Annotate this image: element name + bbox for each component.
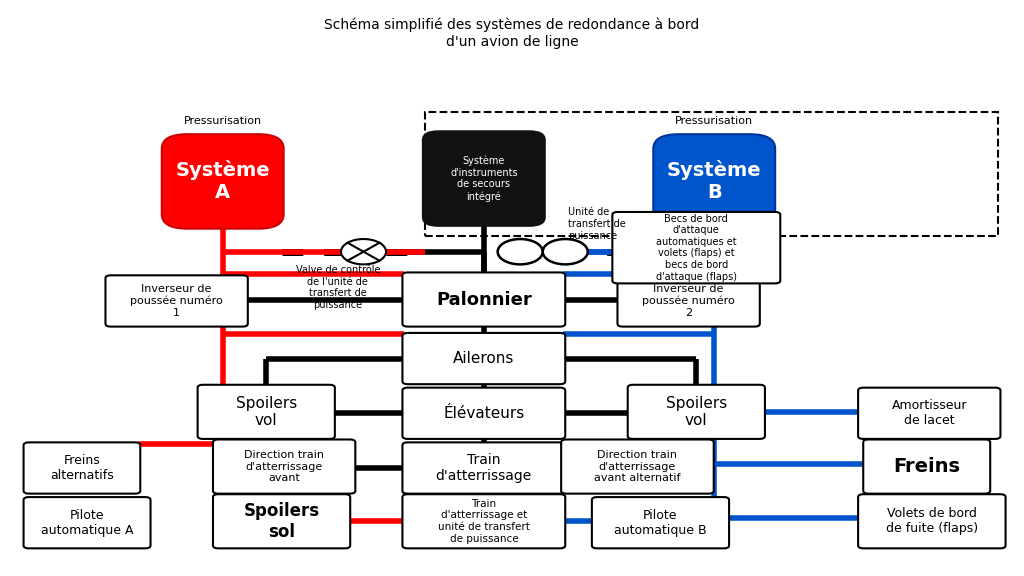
FancyBboxPatch shape (402, 494, 565, 548)
FancyBboxPatch shape (863, 439, 990, 494)
FancyBboxPatch shape (858, 388, 1000, 439)
Text: Élévateurs: Élévateurs (443, 406, 524, 421)
Text: Système
d'instruments
de secours
intégré: Système d'instruments de secours intégré (450, 156, 518, 202)
Text: d'un avion de ligne: d'un avion de ligne (445, 35, 579, 48)
FancyBboxPatch shape (402, 388, 565, 439)
FancyBboxPatch shape (24, 497, 151, 548)
FancyBboxPatch shape (423, 131, 545, 226)
Text: Direction train
d'atterrissage
avant alternatif: Direction train d'atterrissage avant alt… (594, 450, 681, 483)
Text: Train
d'atterrissage et
unité de transfert
de puissance: Train d'atterrissage et unité de transfe… (438, 499, 529, 544)
Text: Palonnier: Palonnier (436, 290, 531, 309)
Text: Système
B: Système B (667, 161, 762, 202)
Text: Freins
alternatifs: Freins alternatifs (50, 454, 114, 482)
FancyBboxPatch shape (592, 497, 729, 548)
FancyBboxPatch shape (105, 275, 248, 327)
Text: Système
A: Système A (175, 161, 270, 202)
Text: Ailerons: Ailerons (454, 351, 514, 366)
Text: Becs de bord
d'attaque
automatiques et
volets (flaps) et
becs de bord
d'attaque : Becs de bord d'attaque automatiques et v… (655, 214, 737, 282)
FancyBboxPatch shape (653, 134, 775, 229)
FancyBboxPatch shape (612, 212, 780, 283)
Text: Spoilers
vol: Spoilers vol (666, 396, 727, 428)
Text: Spoilers
vol: Spoilers vol (236, 396, 297, 428)
Text: Freins: Freins (893, 457, 961, 476)
FancyBboxPatch shape (628, 385, 765, 439)
Text: Unité de
transfert de
puissance: Unité de transfert de puissance (568, 207, 626, 241)
FancyBboxPatch shape (617, 275, 760, 327)
Text: Pilote
automatique A: Pilote automatique A (41, 509, 133, 537)
Text: Valve de contrôle
de l'unité de
transfert de
puissance: Valve de contrôle de l'unité de transfer… (296, 265, 380, 310)
Text: Inverseur de
poussée numéro
1: Inverseur de poussée numéro 1 (130, 284, 223, 318)
FancyBboxPatch shape (402, 442, 565, 494)
Text: Direction train
d'atterrissage
avant: Direction train d'atterrissage avant (244, 450, 325, 483)
FancyBboxPatch shape (213, 494, 350, 548)
Text: Pilote
automatique B: Pilote automatique B (614, 509, 707, 537)
FancyBboxPatch shape (402, 333, 565, 384)
FancyBboxPatch shape (858, 494, 1006, 548)
Text: Amortisseur
de lacet: Amortisseur de lacet (892, 399, 967, 427)
FancyBboxPatch shape (198, 385, 335, 439)
Circle shape (341, 239, 386, 264)
FancyBboxPatch shape (24, 442, 140, 494)
Circle shape (543, 239, 588, 264)
FancyBboxPatch shape (561, 439, 714, 494)
FancyBboxPatch shape (162, 134, 284, 229)
FancyBboxPatch shape (402, 272, 565, 327)
Circle shape (498, 239, 543, 264)
Bar (425, 112, 998, 236)
Text: Volets de bord
de fuite (flaps): Volets de bord de fuite (flaps) (886, 507, 978, 535)
Text: Train
d'atterrissage: Train d'atterrissage (436, 453, 531, 483)
Text: Inverseur de
poussée numéro
2: Inverseur de poussée numéro 2 (642, 284, 735, 318)
Text: Pressurisation: Pressurisation (183, 116, 262, 126)
Text: Pressurisation: Pressurisation (675, 116, 754, 126)
Text: Spoilers
sol: Spoilers sol (244, 502, 319, 541)
FancyBboxPatch shape (213, 439, 355, 494)
Text: Schéma simplifié des systèmes de redondance à bord: Schéma simplifié des systèmes de redonda… (325, 17, 699, 32)
